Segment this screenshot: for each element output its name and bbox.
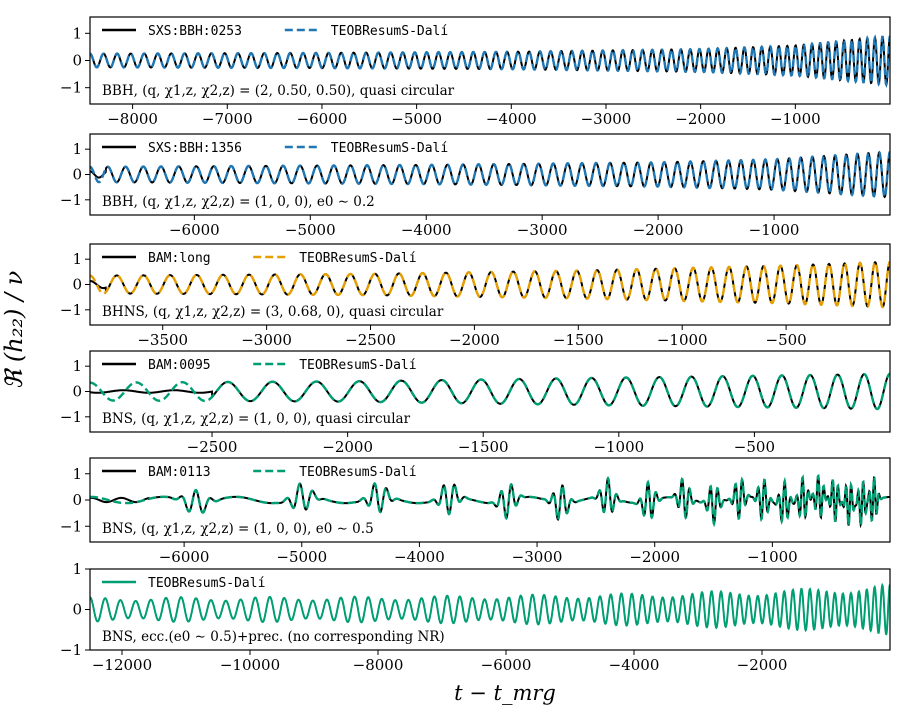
y-tick-label: 1 <box>72 250 82 268</box>
x-tick-label: −2000 <box>675 110 726 128</box>
legend-label: SXS:BBH:1356 <box>148 141 242 156</box>
x-tick-label: −6000 <box>297 110 348 128</box>
x-tick-label: −6000 <box>169 221 220 239</box>
y-tick-label: −1 <box>60 191 82 209</box>
x-tick-label: −4000 <box>609 656 660 674</box>
x-tick-label: −500 <box>734 438 775 456</box>
legend-label: TEOBResumS-Dalí <box>299 358 416 373</box>
x-tick-label: −6000 <box>481 656 532 674</box>
x-tick-label: −8000 <box>353 656 404 674</box>
y-tick-label: 1 <box>72 357 82 375</box>
x-tick-label: −4000 <box>394 548 445 566</box>
x-tick-label: −8000 <box>107 110 158 128</box>
x-tick-label: −2000 <box>633 221 684 239</box>
legend-label: TEOBResumS-Dalí <box>331 141 448 156</box>
y-tick-label: −1 <box>60 641 82 659</box>
legend-label: BAM:0095 <box>148 358 211 373</box>
x-tick-label: −10000 <box>220 656 280 674</box>
x-tick-label: −2000 <box>737 656 788 674</box>
x-tick-label: −5000 <box>285 221 336 239</box>
x-tick-label: −4000 <box>486 110 537 128</box>
x-tick-label: −1000 <box>657 331 708 349</box>
y-tick-label: 1 <box>72 560 82 578</box>
y-tick-label: −1 <box>60 408 82 426</box>
x-tick-label: −2000 <box>449 331 500 349</box>
legend-label: TEOBResumS-Dalí <box>331 24 448 39</box>
y-tick-label: 0 <box>72 52 82 70</box>
panel-6: −1 0 1 −12000 −10000 −8000 −6000 −4000 −2000 TEOB… <box>60 560 891 674</box>
legend-label: BAM:long <box>148 251 211 266</box>
x-tick-label: −2000 <box>322 438 373 456</box>
panels: −101−8000 −7000 −6000 −5000 −4000 −3000 −2000−… <box>60 16 891 674</box>
x-tick-label: −12000 <box>92 656 152 674</box>
y-tick-label: 1 <box>72 24 82 42</box>
panel-5: −1 0 1 −6000 −5000 −4000 −3000 −2000 −1000 BAM:01… <box>60 457 891 566</box>
x-tick-label: −1000 <box>749 221 800 239</box>
x-tick-label: −5000 <box>391 110 442 128</box>
panel-annotation: BBH, (q, χ1,z, χ2,z) = (2, 0.50, 0.50), … <box>102 83 455 99</box>
legend-label: SXS:BBH:0253 <box>148 24 242 39</box>
y-tick-label: 1 <box>72 465 82 483</box>
panel-annotation: BNS, ecc.(e0 ∼ 0.5)+prec. (no correspond… <box>102 629 445 645</box>
panel-annotation: BNS, (q, χ1,z, χ2,z) = (1, 0, 0), e0 ∼ 0… <box>102 521 374 537</box>
x-tick-label: −5000 <box>276 548 327 566</box>
y-axis-title: ℜ (h₂₂) / ν <box>0 271 28 390</box>
x-tick-label: −7000 <box>202 110 253 128</box>
panel-1: −1 0 1 −8000 −7000 −6000 −5000 −4000 −3000 −2000 −… <box>60 16 891 128</box>
y-tick-label: 0 <box>72 383 82 401</box>
panel-3: −1 0 1 −3500 −3000 −2500 −2000 −1500 −1000 −500 BA… <box>60 243 891 349</box>
x-tick-label: −3500 <box>137 331 188 349</box>
x-tick-label: −2500 <box>187 438 238 456</box>
y-tick-label: 0 <box>72 491 82 509</box>
y-tick-label: 0 <box>72 276 82 294</box>
panel-4: −1 0 1 −2500 −2000 −1500 −1000 −500 BAM:0095 TEOB… <box>60 350 891 456</box>
y-tick-label: −1 <box>60 517 82 535</box>
x-axis-title: t − t_mrg <box>454 681 556 705</box>
y-tick-label: −1 <box>60 79 82 97</box>
x-tick-label: −3000 <box>581 110 632 128</box>
series-line-1 <box>90 582 890 636</box>
panel-annotation: BHNS, (q, χ1,z, χ2,z) = (3, 0.68, 0), qu… <box>102 304 444 320</box>
series-line-1 <box>90 34 890 88</box>
series-line-2 <box>90 260 890 309</box>
x-tick-label: −3000 <box>512 548 563 566</box>
x-tick-label: −2000 <box>629 548 680 566</box>
x-tick-label: −1500 <box>458 438 509 456</box>
series-line-2 <box>90 150 890 199</box>
y-tick-label: 0 <box>72 601 82 619</box>
x-tick-label: −3000 <box>241 331 292 349</box>
x-tick-label: −3000 <box>517 221 568 239</box>
x-tick-label: −1000 <box>593 438 644 456</box>
series-line-2 <box>90 34 890 88</box>
legend-label: TEOBResumS-Dalí <box>299 465 416 480</box>
x-tick-label: −6000 <box>159 548 210 566</box>
x-tick-label: −500 <box>766 331 807 349</box>
x-tick-label: −2500 <box>345 331 396 349</box>
x-tick-label: −1500 <box>553 331 604 349</box>
legend-label: TEOBResumS-Dalí <box>148 576 265 591</box>
series-line-2 <box>90 473 890 530</box>
x-tick-label: −1000 <box>770 110 821 128</box>
panel-2: −1 0 1 −6000 −5000 −4000 −3000 −2000 −1000 SXS:BB… <box>60 133 891 239</box>
y-tick-label: −1 <box>60 301 82 319</box>
x-tick-label: −1000 <box>747 548 798 566</box>
panel-annotation: BBH, (q, χ1,z, χ2,z) = (1, 0, 0), e0 ∼ 0… <box>102 194 375 210</box>
y-tick-label: 1 <box>72 140 82 158</box>
x-tick-label: −4000 <box>401 221 452 239</box>
legend-label: BAM:0113 <box>148 465 211 480</box>
legend-label: TEOBResumS-Dalí <box>299 251 416 266</box>
series-line-1 <box>90 260 890 309</box>
series-line-2 <box>90 372 890 411</box>
y-tick-label: 0 <box>72 166 82 184</box>
panel-annotation: BNS, (q, χ1,z, χ2,z) = (1, 0, 0), quasi … <box>102 411 411 427</box>
